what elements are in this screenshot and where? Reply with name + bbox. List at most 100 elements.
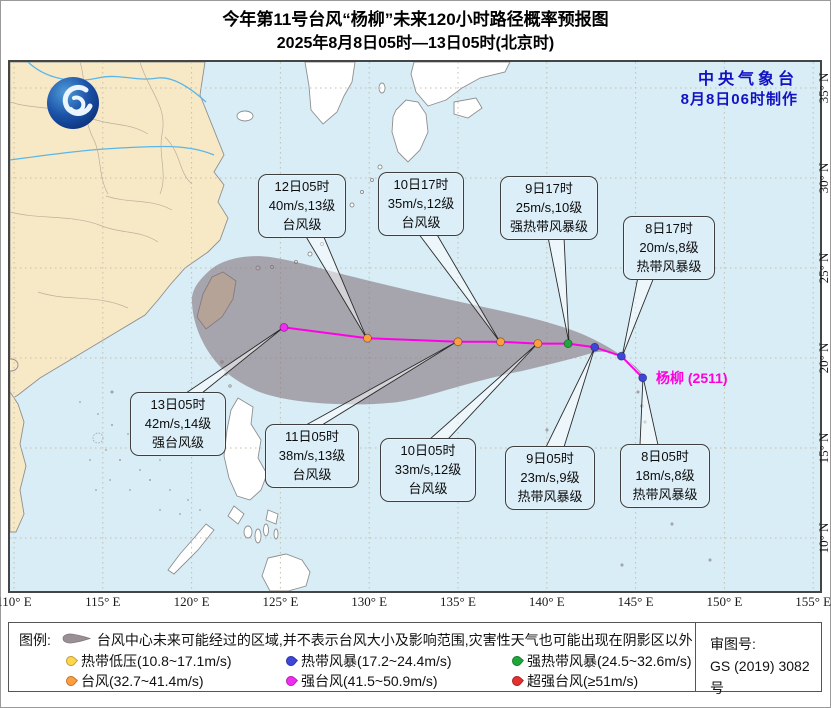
lon-tick-label: 120° E [173, 594, 210, 609]
legend-item-dot [283, 653, 299, 669]
callout-category: 台风级 [292, 467, 332, 482]
legend-item: 台风(32.7~41.4m/s) [63, 671, 286, 691]
callout-wind: 33m/s,12级 [394, 462, 462, 477]
lat-tick-label: 30° N [816, 162, 831, 194]
legend-item: 热带风暴(17.2~24.4m/s) [283, 651, 512, 671]
track-point [590, 342, 600, 352]
track-point [563, 339, 573, 349]
legend-box: 图例: 台风中心未来可能经过的区域,并不表示台风大小及影响范围,灾害性天气也可能… [8, 622, 822, 696]
callout-10d05h: 10日05时 33m/s,12级 台风级 [380, 438, 476, 502]
callout-11d05h: 11日05时 38m/s,13级 台风级 [265, 424, 359, 488]
agency-name: 中央气象台 [697, 71, 798, 88]
callout-category: 强热带风暴级 [509, 219, 588, 234]
callout-category: 台风级 [282, 217, 322, 232]
lon-tick-label: 150° E [706, 594, 743, 609]
callout-time: 8日17时 [645, 221, 693, 236]
callout-wind: 38m/s,13级 [278, 448, 346, 463]
lon-tick-label: 125° E [262, 594, 299, 609]
legend-label: 图例: [19, 632, 51, 648]
forecast-track [279, 322, 648, 383]
rivers [10, 62, 215, 161]
title-line1: 今年第11号台风“杨柳”未来120小时路径概率预报图 [222, 10, 609, 29]
callout-10d17h: 10日17时 35m/s,12级 台风级 [378, 172, 464, 236]
track-point [496, 337, 506, 347]
track-point [533, 339, 543, 349]
track-point [453, 337, 463, 347]
callout-time: 10日05时 [400, 443, 456, 458]
legend-item: 强台风(41.5~50.9m/s) [283, 671, 512, 691]
callout-category: 强台风级 [151, 435, 204, 450]
agency-issued-time: 8月8日06时制作 [680, 91, 798, 108]
track-point-current [638, 373, 648, 383]
callout-9d05h: 9日05时 23m/s,9级 热带风暴级 [505, 446, 595, 510]
callout-wind: 42m/s,14级 [144, 416, 212, 431]
legend-items: 热带低压(10.8~17.1m/s) 热带风暴(17.2~24.4m/s) 强热带风… [63, 651, 692, 691]
license-label: 审图号: [710, 636, 756, 652]
lon-tick-label: 140° E [528, 594, 565, 609]
callout-wind: 35m/s,12级 [387, 196, 455, 211]
callout-time: 13日05时 [150, 397, 206, 412]
map-license: 审图号: GS (2019) 3082号 [696, 623, 821, 696]
lat-tick-label: 15° N [816, 432, 831, 464]
track-point [279, 322, 289, 332]
callout-time: 8日05时 [641, 449, 689, 464]
legend-item-label: 台风(32.7~41.4m/s) [81, 673, 204, 689]
legend-item-label: 热带低压(10.8~17.1m/s) [81, 653, 232, 669]
callout-wind: 23m/s,9级 [520, 470, 580, 485]
callout-category: 台风级 [401, 215, 441, 230]
callout-8d17h: 8日17时 20m/s,8级 热带风暴级 [623, 216, 715, 280]
legend-item-dot [63, 673, 79, 689]
callout-tails [184, 232, 659, 448]
callout-time: 11日05时 [285, 429, 339, 444]
callout-wind: 25m/s,10级 [515, 200, 583, 215]
legend-item-dot [509, 673, 525, 689]
lon-tick-label: 135° E [440, 594, 476, 609]
lat-tick-label: 20° N [816, 342, 831, 374]
probability-cone [191, 256, 643, 405]
lon-tick-label: 145° E [617, 594, 654, 609]
legend-item-dot [283, 673, 299, 689]
cone-description: 台风中心未来可能经过的区域,并不表示台风大小及影响范围,灾害性天气也可能出现在阴… [96, 632, 693, 648]
callout-time: 9日17时 [525, 181, 573, 196]
cone-icon [61, 632, 91, 648]
callout-category: 台风级 [408, 481, 448, 496]
lat-tick-label: 10° N [816, 522, 831, 554]
lon-tick-label: 115° E [85, 594, 121, 609]
callout-category: 热带风暴级 [517, 489, 583, 504]
islet-specks [79, 390, 201, 515]
legend-item-label: 强热带风暴(24.5~32.6m/s) [527, 653, 692, 669]
track-point [363, 333, 372, 343]
legend-item-dot [509, 653, 525, 669]
legend-item: 热带低压(10.8~17.1m/s) [63, 651, 286, 671]
legend-item-label: 超强台风(≥51m/s) [527, 673, 639, 689]
legend-item-dot [63, 653, 79, 669]
callout-time: 10日17时 [393, 177, 449, 192]
lat-tick-label: 25° N [816, 252, 831, 284]
lat-tick-label: 35° N [816, 72, 831, 104]
legend-item-label: 强台风(41.5~50.9m/s) [301, 673, 438, 689]
lon-tick-label: 130° E [351, 594, 388, 609]
callout-wind: 40m/s,13级 [268, 198, 336, 213]
atoll-ring [92, 432, 104, 444]
callout-8d05h: 8日05时 18m/s,8级 热带风暴级 [620, 444, 710, 508]
callout-13d05h: 13日05时 42m/s,14级 强台风级 [130, 392, 226, 456]
agency-credit: 中央气象台 8月8日06时制作 [681, 70, 798, 110]
legend-item-label: 热带风暴(17.2~24.4m/s) [301, 653, 452, 669]
legend-item: 超强台风(≥51m/s) [509, 671, 692, 691]
map-graphics [10, 62, 820, 591]
lon-tick-label: 110° E [0, 594, 32, 609]
cma-logo [47, 77, 99, 129]
title-line2: 2025年8月8日05时—13日05时(北京时) [276, 35, 555, 52]
callout-9d17h: 9日17时 25m/s,10级 强热带风暴级 [500, 176, 598, 240]
page-title: 今年第11号台风“杨柳”未来120小时路径概率预报图 2025年8月8日05时—… [0, 8, 831, 56]
land-foreign [167, 62, 712, 591]
legend-caption-row: 图例: 台风中心未来可能经过的区域,并不表示台风大小及影响范围,灾害性天气也可能… [19, 630, 693, 650]
callout-wind: 20m/s,8级 [639, 240, 699, 255]
callout-wind: 18m/s,8级 [635, 468, 695, 483]
callout-category: 热带风暴级 [632, 487, 698, 502]
map-canvas: 中央气象台 8月8日06时制作 12日05时 40m/s,13级 台风级 10日… [8, 60, 822, 593]
track-point [616, 351, 626, 361]
legend-main: 图例: 台风中心未来可能经过的区域,并不表示台风大小及影响范围,灾害性天气也可能… [9, 623, 696, 691]
license-number: GS (2019) 3082号 [710, 658, 810, 696]
